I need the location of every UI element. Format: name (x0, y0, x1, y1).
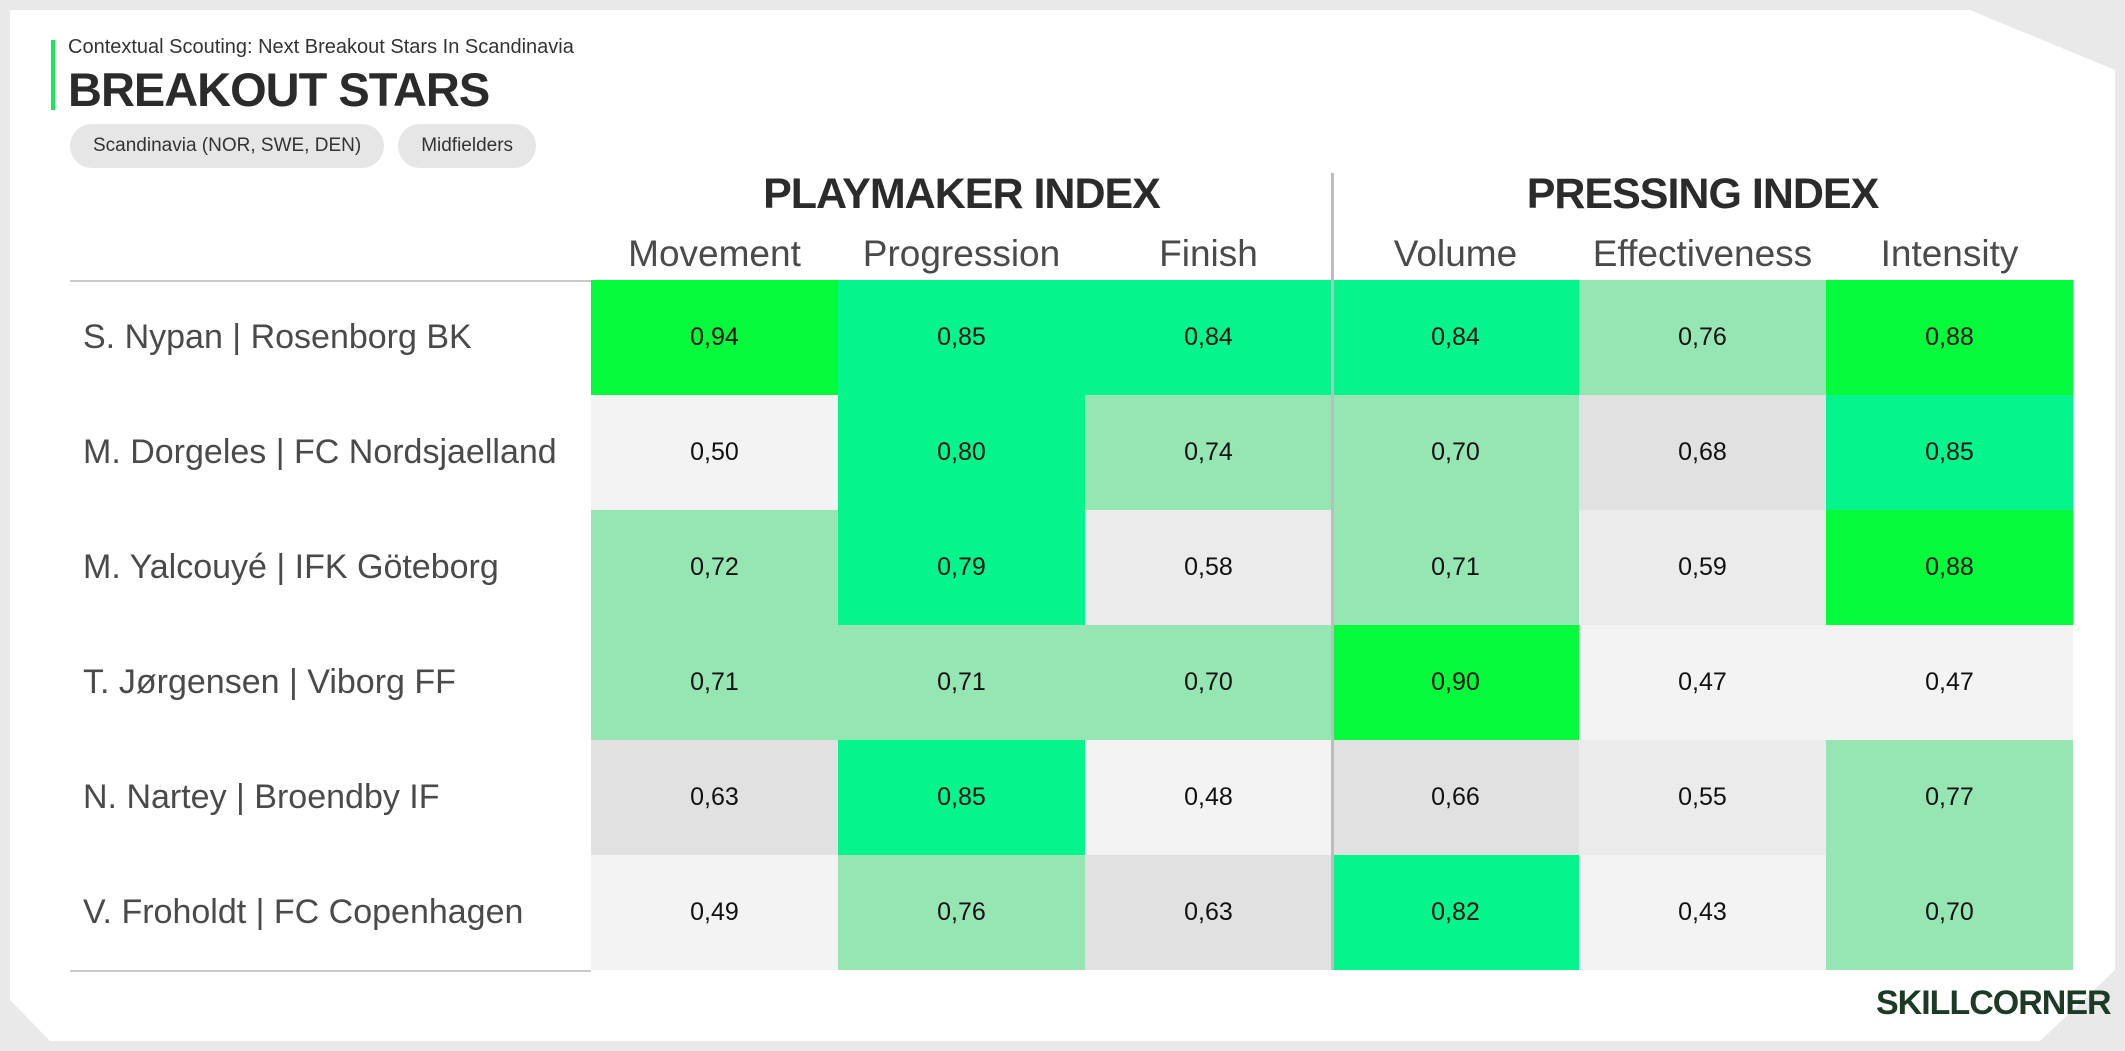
row-label-player: T. Jørgensen | Viborg FF (83, 663, 456, 701)
heatmap-cell-finish: 0,84 (1085, 280, 1332, 395)
heatmap-cell-movement: 0,71 (591, 625, 838, 740)
heatmap-cell-progression: 0,76 (838, 855, 1085, 970)
heatmap-cell-movement: 0,94 (591, 280, 838, 395)
heatmap-cell-intensity: 0,88 (1826, 280, 2073, 395)
heatmap-cell-volume: 0,90 (1332, 625, 1579, 740)
heatmap-cell-volume: 0,84 (1332, 280, 1579, 395)
heatmap-cell-intensity: 0,77 (1826, 740, 2073, 855)
heatmap-cell-finish: 0,70 (1085, 625, 1332, 740)
heatmap-cell-intensity: 0,88 (1826, 510, 2073, 625)
group-divider (1331, 173, 1334, 970)
heatmap-cell-progression: 0,85 (838, 280, 1085, 395)
row-label-player: M. Dorgeles | FC Nordsjaelland (83, 433, 557, 471)
heatmap-cell-finish: 0,58 (1085, 510, 1332, 625)
group-label-pressing: PRESSING INDEX (1526, 170, 1880, 218)
column-header-effectiveness: Effectiveness (1592, 233, 1813, 274)
heatmap-cell-progression: 0,71 (838, 625, 1085, 740)
heatmap-cell-finish: 0,48 (1085, 740, 1332, 855)
column-header-movement: Movement (628, 233, 801, 274)
heatmap-cell-volume: 0,71 (1332, 510, 1579, 625)
row-label-player: M. Yalcouyé | IFK Göteborg (83, 548, 499, 586)
heatmap-cell-movement: 0,49 (591, 855, 838, 970)
heatmap-cell-movement: 0,50 (591, 395, 838, 510)
table-bottom-rule (70, 970, 591, 972)
heatmap-cell-effectiveness: 0,59 (1579, 510, 1826, 625)
heatmap-cell-progression: 0,79 (838, 510, 1085, 625)
heatmap-cell-intensity: 0,70 (1826, 855, 2073, 970)
heatmap-cell-intensity: 0,85 (1826, 395, 2073, 510)
heatmap-cell-effectiveness: 0,47 (1579, 625, 1826, 740)
heatmap-cell-effectiveness: 0,43 (1579, 855, 1826, 970)
heatmap-cell-progression: 0,80 (838, 395, 1085, 510)
column-header-intensity: Intensity (1880, 233, 2019, 274)
heatmap-cell-effectiveness: 0,68 (1579, 395, 1826, 510)
heatmap-cell-volume: 0,82 (1332, 855, 1579, 970)
column-header-finish: Finish (1159, 233, 1258, 274)
heatmap-cell-volume: 0,66 (1332, 740, 1579, 855)
chart-subtitle: Contextual Scouting: Next Breakout Stars… (68, 36, 574, 58)
chart-title: BREAKOUT STARS (68, 63, 490, 116)
heatmap-cell-effectiveness: 0,76 (1579, 280, 1826, 395)
filter-pill-region: Scandinavia (NOR, SWE, DEN) (70, 124, 385, 168)
heatmap-cell-movement: 0,63 (591, 740, 838, 855)
skillcorner-logo: SKILLCORNER (1876, 984, 2112, 1022)
heatmap-cell-intensity: 0,47 (1826, 625, 2073, 740)
group-label-playmaker: PLAYMAKER INDEX (763, 170, 1161, 218)
row-label-player: V. Froholdt | FC Copenhagen (83, 893, 524, 931)
row-label-player: S. Nypan | Rosenborg BK (83, 318, 472, 356)
heatmap-cell-finish: 0,63 (1085, 855, 1332, 970)
filter-pills: Scandinavia (NOR, SWE, DEN) Midfielders (70, 124, 537, 168)
heatmap-cell-movement: 0,72 (591, 510, 838, 625)
heatmap-cell-volume: 0,70 (1332, 395, 1579, 510)
heatmap-cell-progression: 0,85 (838, 740, 1085, 855)
column-header-progression: Progression (862, 233, 1061, 274)
heatmap-cell-finish: 0,74 (1085, 395, 1332, 510)
row-label-player: N. Nartey | Broendby IF (83, 778, 440, 816)
heatmap-cell-effectiveness: 0,55 (1579, 740, 1826, 855)
filter-pill-position: Midfielders (398, 124, 537, 168)
title-accent-bar (51, 40, 55, 110)
column-header-volume: Volume (1393, 233, 1518, 274)
